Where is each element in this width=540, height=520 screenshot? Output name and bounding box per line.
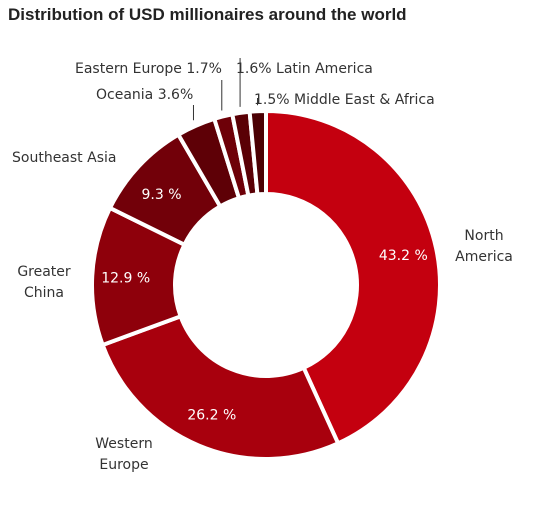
slice-north-america — [264, 108, 442, 447]
slice-western-europe — [100, 313, 341, 461]
donut-slices — [90, 108, 442, 461]
slice-value-labels: 43.2 % 26.2 % 12.9 % 9.3 % — [101, 187, 428, 424]
label-eastern-europe: Eastern Europe 1.7% — [75, 61, 222, 77]
value-label-greater-china: 12.9 % — [101, 270, 150, 286]
label-north-america: North America — [455, 228, 513, 265]
label-latin-america: 1.6% Latin America — [236, 61, 373, 77]
label-greater-china: Greater China — [17, 264, 71, 301]
category-labels: North America Western Europe Greater China Sou… — [12, 61, 513, 473]
value-label-southeast-asia: 9.3 % — [141, 187, 181, 203]
chart-title: Distribution of USD millionaires around … — [8, 5, 407, 24]
slice-middle-east-and-africa — [247, 108, 268, 197]
label-middle-east-africa: 1.5% Middle East & Africa — [254, 92, 435, 108]
label-western-europe: Western Europe — [95, 436, 152, 473]
value-label-western-europe: 26.2 % — [187, 408, 236, 424]
label-southeast-asia: Southeast Asia — [12, 150, 116, 166]
label-oceania: Oceania 3.6% — [96, 87, 193, 103]
value-label-north-america: 43.2 % — [379, 248, 428, 264]
leader-lines — [192, 58, 259, 121]
